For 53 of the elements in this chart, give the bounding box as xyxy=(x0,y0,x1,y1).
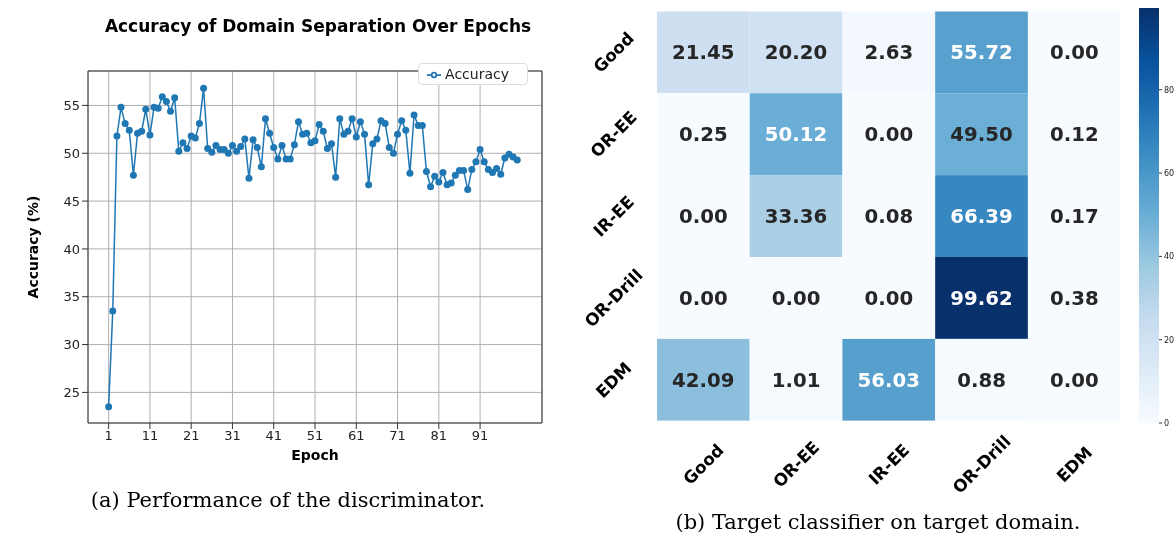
data-label: 49.50 xyxy=(950,123,1013,147)
data-label: 0.00 xyxy=(678,286,728,310)
y-tick-label: 40 xyxy=(63,241,80,257)
color-bar-label: 20 xyxy=(1163,335,1174,345)
data-label: 0.00 xyxy=(864,286,914,310)
color-bar-label: 80 xyxy=(1163,85,1174,95)
data-label: 42.09 xyxy=(672,368,735,392)
y-tick-label: 35 xyxy=(63,289,80,305)
data-label: 0.38 xyxy=(1049,286,1099,310)
data-label: 0.00 xyxy=(1049,41,1099,65)
data-label: 20.20 xyxy=(764,41,828,65)
data-label: 33.36 xyxy=(764,204,828,228)
data-label: 0.00 xyxy=(1049,368,1099,392)
data-label: 21.45 xyxy=(672,41,735,65)
data-label: 55.72 xyxy=(950,41,1013,65)
x-tick-label: 51 xyxy=(306,428,324,444)
color-bar-label: 60 xyxy=(1163,169,1174,179)
x-tick-label: 1 xyxy=(104,428,113,444)
text: (a) Performance of the discriminator. xyxy=(89,488,487,512)
x-tick-label: 31 xyxy=(224,428,241,444)
data-label: 99.62 xyxy=(950,286,1013,310)
x-tick-label: 81 xyxy=(430,428,448,444)
data-label: 56.03 xyxy=(857,368,920,392)
data-label: 0.00 xyxy=(771,286,821,310)
color-bar-label: 40 xyxy=(1163,252,1174,262)
data-label: 50.12 xyxy=(764,123,828,147)
y-axis-title: Accuracy (%) xyxy=(24,195,41,299)
data-label: 0.08 xyxy=(864,204,914,228)
data-label: 0.00 xyxy=(864,123,914,147)
data-label: 1.01 xyxy=(771,368,821,392)
color-bar-label: 0 xyxy=(1163,419,1169,428)
text: (b) Target classifier on target domain. xyxy=(674,510,1082,534)
x-axis-title: Epoch xyxy=(291,447,339,463)
legend-label: Accuracy xyxy=(445,66,509,82)
data-label: 0.25 xyxy=(678,123,728,147)
x-tick-label: 11 xyxy=(141,428,159,444)
chart-title: Accuracy of Domain Separation Over Epochs xyxy=(103,16,533,36)
data-label: 0.12 xyxy=(1049,123,1099,147)
x-tick-label: 61 xyxy=(348,428,365,444)
x-tick-label: 91 xyxy=(471,428,489,444)
data-label: 0.88 xyxy=(957,368,1006,392)
x-tick-label: 41 xyxy=(265,428,282,444)
data-label: 0.00 xyxy=(678,204,728,228)
y-tick-label: 30 xyxy=(63,337,80,353)
data-label: 0.17 xyxy=(1049,204,1099,228)
data-label: 2.63 xyxy=(864,41,914,65)
data-label: 66.39 xyxy=(950,204,1013,228)
y-tick-label: 50 xyxy=(63,145,80,161)
x-tick-label: 21 xyxy=(182,428,200,444)
y-tick-label: 55 xyxy=(63,98,80,114)
y-tick-label: 45 xyxy=(63,193,80,209)
x-tick-label: 71 xyxy=(389,428,406,444)
y-tick-label: 25 xyxy=(63,385,80,401)
